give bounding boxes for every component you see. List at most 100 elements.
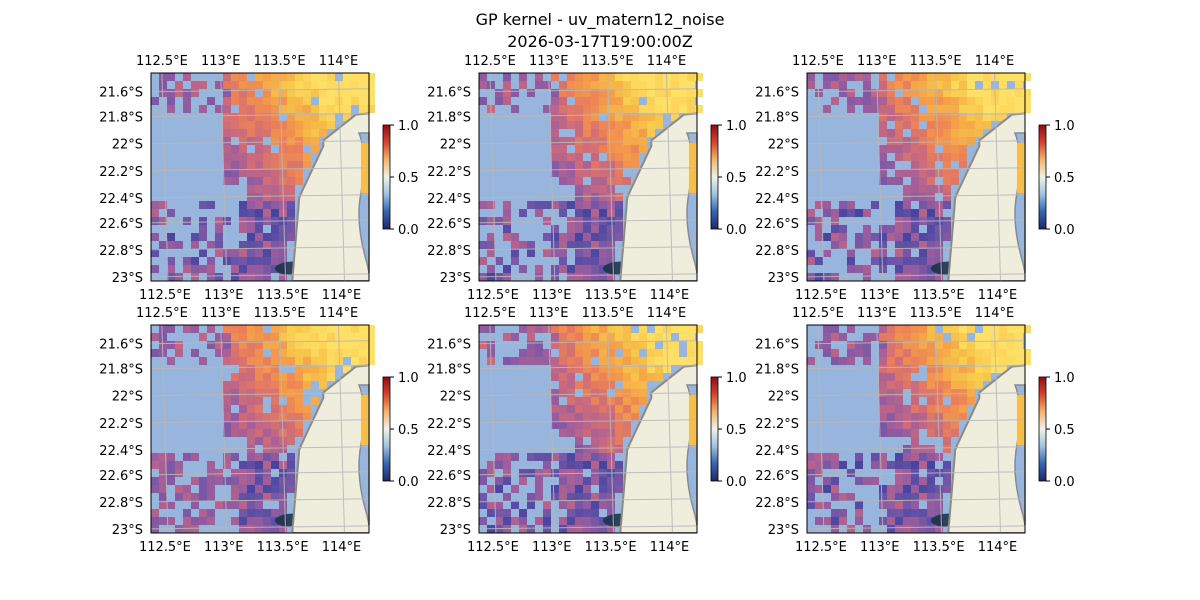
data-cell — [327, 333, 335, 341]
data-cell — [919, 273, 927, 281]
data-cell — [887, 517, 895, 525]
data-cell — [279, 241, 287, 249]
data-cell — [167, 469, 175, 477]
lon-tick-bottom: 114°E — [978, 540, 1018, 555]
data-cell — [615, 81, 623, 89]
data-cell — [599, 169, 607, 177]
data-cell — [919, 485, 927, 493]
lat-tick: 21.6°S — [755, 338, 799, 353]
data-cell — [951, 81, 959, 89]
parallel — [478, 194, 698, 199]
data-cell — [247, 177, 255, 185]
data-cell — [239, 501, 247, 509]
data-cell — [615, 413, 623, 421]
data-cell — [687, 357, 695, 365]
data-cell — [319, 113, 327, 121]
parallel — [478, 471, 698, 476]
data-cell — [583, 381, 591, 389]
data-cell — [623, 381, 631, 389]
data-cell — [815, 517, 823, 525]
data-cell — [503, 233, 511, 241]
data-cell — [951, 89, 959, 97]
data-cell — [599, 341, 607, 349]
data-cell — [591, 381, 599, 389]
data-cell — [511, 257, 519, 265]
data-cell — [1007, 325, 1015, 333]
data-cell — [231, 341, 239, 349]
data-cell — [583, 257, 591, 265]
data-cell — [935, 349, 943, 357]
data-cell — [215, 477, 223, 485]
data-cell — [847, 73, 855, 81]
parallel — [150, 340, 370, 345]
data-cell — [263, 89, 271, 97]
axes-frame — [150, 324, 370, 534]
data-cell — [927, 137, 935, 145]
data-cell — [247, 209, 255, 217]
data-cell — [279, 257, 287, 265]
data-cell — [911, 485, 919, 493]
data-cell — [487, 325, 495, 333]
data-cell — [607, 241, 615, 249]
data-cell — [575, 185, 583, 193]
parallel — [806, 392, 1026, 397]
data-cell — [591, 517, 599, 525]
parallel — [478, 446, 698, 451]
data-cell — [671, 97, 679, 105]
data-cell — [255, 413, 263, 421]
data-cell — [583, 121, 591, 129]
data-cell — [519, 265, 527, 273]
data-cell — [575, 493, 583, 501]
data-cell — [551, 233, 559, 241]
data-cell — [255, 145, 263, 153]
data-cell — [831, 453, 839, 461]
data-cell — [903, 273, 911, 281]
data-cell — [567, 137, 575, 145]
data-cell — [935, 233, 943, 241]
data-cell — [263, 437, 271, 445]
data-cell — [215, 241, 223, 249]
data-cell — [919, 453, 927, 461]
data-cell — [815, 89, 823, 97]
data-cell — [231, 469, 239, 477]
data-cell — [895, 341, 903, 349]
data-cell — [831, 517, 839, 525]
data-cell — [927, 97, 935, 105]
data-cell — [847, 257, 855, 265]
lat-tick: 21.8°S — [755, 363, 799, 378]
data-cell — [879, 73, 887, 81]
data-cell — [687, 105, 695, 113]
data-cell — [943, 325, 951, 333]
data-cell — [887, 341, 895, 349]
data-cell — [631, 373, 639, 381]
data-cell — [903, 81, 911, 89]
data-cell — [871, 453, 879, 461]
data-cell — [567, 233, 575, 241]
data-cell — [935, 97, 943, 105]
data-cell — [1015, 105, 1023, 113]
data-cell — [263, 357, 271, 365]
data-cell — [223, 113, 231, 121]
data-cell — [223, 413, 231, 421]
data-cell — [607, 509, 615, 517]
data-cell — [967, 349, 975, 357]
lon-tick-top: 113°E — [529, 306, 569, 321]
data-cell — [231, 421, 239, 429]
data-cell — [279, 89, 287, 97]
data-cell — [287, 421, 295, 429]
data-cell — [231, 273, 239, 281]
data-cell — [239, 357, 247, 365]
data-cell — [967, 121, 975, 129]
data-cell — [663, 105, 671, 113]
data-cell — [567, 477, 575, 485]
data-cell — [591, 201, 599, 209]
data-cell — [1007, 89, 1015, 97]
data-cell — [943, 129, 951, 137]
data-cell — [1023, 89, 1031, 97]
data-cell — [919, 89, 927, 97]
data-cell — [599, 525, 607, 533]
data-cell — [503, 201, 511, 209]
data-cell — [367, 333, 375, 341]
data-cell — [655, 365, 663, 373]
data-cell — [887, 485, 895, 493]
